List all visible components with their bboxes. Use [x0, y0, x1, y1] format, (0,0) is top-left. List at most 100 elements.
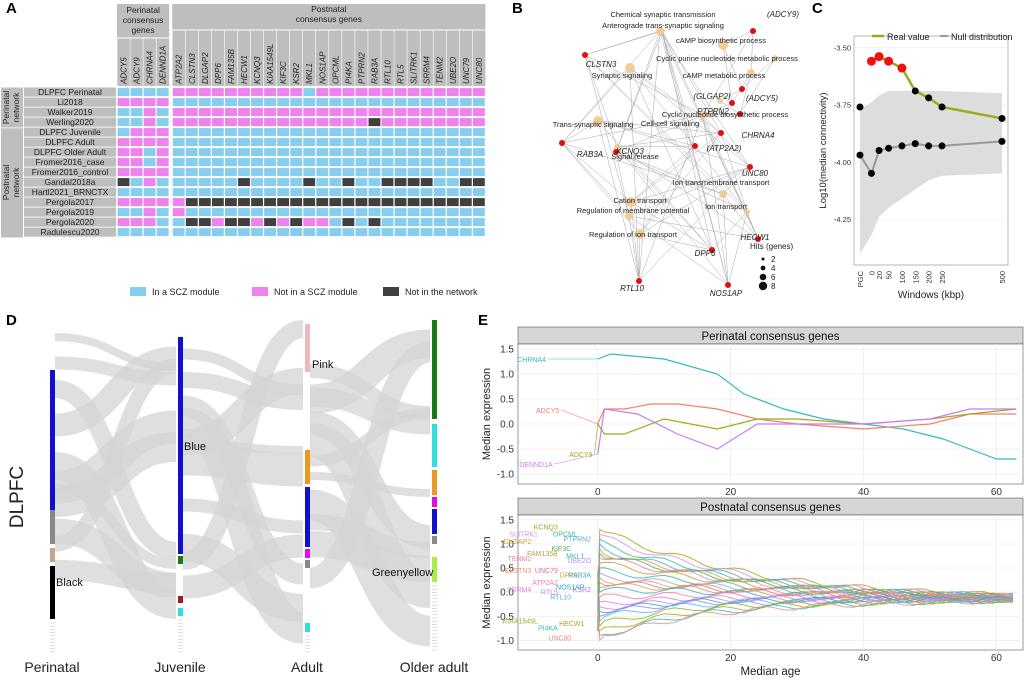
heatmap-cell	[198, 168, 211, 177]
panel-b-letter: B	[512, 0, 523, 17]
go-term-label: Cyclic purine nucleotide metabolic proce…	[656, 54, 798, 63]
gene-label: UBE2O	[449, 57, 458, 84]
heatmap-cell	[172, 208, 185, 217]
go-term-label: Regulation of ion transport	[589, 230, 678, 239]
heatmap-cell	[368, 168, 381, 177]
heatmap-cell	[394, 108, 407, 117]
heatmap-cell	[316, 88, 329, 97]
null-point	[867, 169, 875, 177]
heatmap-cell	[172, 228, 185, 237]
heatmap-cell	[130, 148, 143, 157]
sankey-node	[432, 320, 437, 419]
network-edge	[597, 120, 751, 168]
heatmap-cell	[381, 218, 394, 227]
series-label: SRRM4	[507, 587, 532, 594]
series-line	[597, 572, 1014, 628]
heatmap-cell	[329, 138, 342, 147]
heatmap-cell	[251, 148, 263, 157]
gene-label: OPCML	[331, 56, 340, 84]
network-edge	[720, 132, 748, 213]
real-value-point	[874, 52, 884, 62]
heatmap-cell	[316, 188, 329, 197]
hits-legend-dot	[758, 281, 768, 291]
heatmap-cell	[264, 138, 276, 147]
network-edge	[719, 100, 741, 115]
heatmap-cell	[316, 98, 329, 107]
heatmap-cell	[264, 208, 276, 217]
heatmap-cell	[433, 118, 446, 127]
heatmap-cell	[277, 228, 290, 237]
heatmap-cell	[172, 98, 185, 107]
heatmap-cell	[143, 198, 156, 207]
heatmap-cell	[472, 188, 485, 197]
heatmap-cell	[459, 98, 472, 107]
gene-node	[692, 143, 698, 149]
y-tick-label: 1.0	[500, 539, 514, 550]
heatmap-cell	[211, 188, 224, 197]
heatmap-cell	[368, 198, 381, 207]
sankey-flow	[308, 489, 432, 647]
heatmap-cell	[185, 138, 198, 147]
gene-node	[737, 111, 743, 117]
heatmap-cell	[420, 158, 433, 167]
x-tick-label: 60	[991, 487, 1003, 498]
hits-legend-title: Hits (genes)	[750, 242, 793, 251]
heatmap-cell	[433, 98, 446, 107]
go-term-label: Ion transmembrane transport	[673, 178, 771, 187]
heatmap-cell	[117, 158, 130, 167]
heatmap-cell	[342, 108, 355, 117]
gene-node	[750, 28, 756, 34]
heatmap-cell	[290, 128, 303, 137]
network-edge	[722, 44, 733, 104]
panel-a-heatmap: PerinatalconsensusgenesPostnatalconsensu…	[1, 4, 486, 297]
y-tick-label: 0.5	[500, 395, 514, 406]
network-edge	[702, 30, 754, 116]
heatmap-cell	[433, 128, 446, 137]
network-edge	[561, 142, 724, 195]
heatmap-cell	[342, 218, 355, 227]
perinatal-network-label: network	[11, 92, 21, 123]
real-value-point	[884, 56, 894, 66]
heatmap-cell	[446, 218, 459, 227]
dataset-row-label: Walker2019	[47, 107, 92, 117]
heatmap-cell	[329, 228, 342, 237]
y-tick-label: -1.0	[497, 636, 515, 647]
dataset-row-label: Fromer2016_case	[36, 157, 105, 167]
network-edge	[638, 30, 661, 282]
heatmap-cell	[303, 98, 316, 107]
series-line	[597, 353, 1017, 460]
heatmap-cell	[368, 88, 381, 97]
term-node	[656, 27, 664, 35]
heatmap-cell	[368, 128, 381, 137]
heatmap-cell	[264, 218, 276, 227]
heatmap-cell	[117, 88, 130, 97]
heatmap-cell	[290, 228, 303, 237]
sankey-flow	[54, 346, 177, 437]
heatmap-cell	[394, 128, 407, 137]
heatmap-cell	[290, 88, 303, 97]
gene-node	[755, 236, 761, 242]
sankey-flow	[182, 372, 304, 410]
heatmap-cell	[264, 158, 276, 167]
heatmap-cell	[238, 178, 250, 187]
perinatal-group-title: genes	[132, 25, 155, 35]
sankey-node	[305, 324, 310, 372]
gene-label: RTL5	[397, 64, 406, 84]
real-value-point	[897, 63, 907, 73]
heatmap-cell	[211, 138, 224, 147]
network-edge	[584, 54, 748, 213]
heatmap-cell	[316, 208, 329, 217]
heatmap-cell	[117, 188, 130, 197]
null-point	[998, 137, 1006, 145]
legend-label-null: Null distribution	[951, 32, 1013, 42]
heatmap-cell	[238, 198, 250, 207]
heatmap-cell	[381, 98, 394, 107]
heatmap-cell	[185, 108, 198, 117]
heatmap-cell	[225, 98, 237, 107]
heatmap-cell	[185, 168, 198, 177]
heatmap-cell	[238, 188, 250, 197]
network-edge	[630, 201, 713, 251]
series-label: KSR2	[573, 587, 591, 594]
gene-node-label: CLSTN3	[586, 60, 617, 69]
network-edge	[661, 30, 722, 134]
